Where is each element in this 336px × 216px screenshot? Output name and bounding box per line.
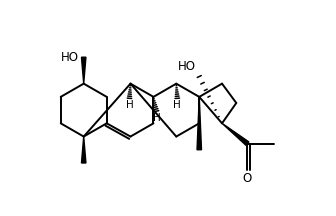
Text: H: H xyxy=(173,100,181,110)
Polygon shape xyxy=(81,137,86,163)
Text: H: H xyxy=(126,100,133,110)
Text: HO: HO xyxy=(61,51,79,64)
Polygon shape xyxy=(197,97,202,150)
Text: HO: HO xyxy=(178,60,196,73)
Text: H: H xyxy=(153,113,160,123)
Polygon shape xyxy=(222,123,249,145)
Polygon shape xyxy=(81,57,86,84)
Text: O: O xyxy=(243,172,252,185)
